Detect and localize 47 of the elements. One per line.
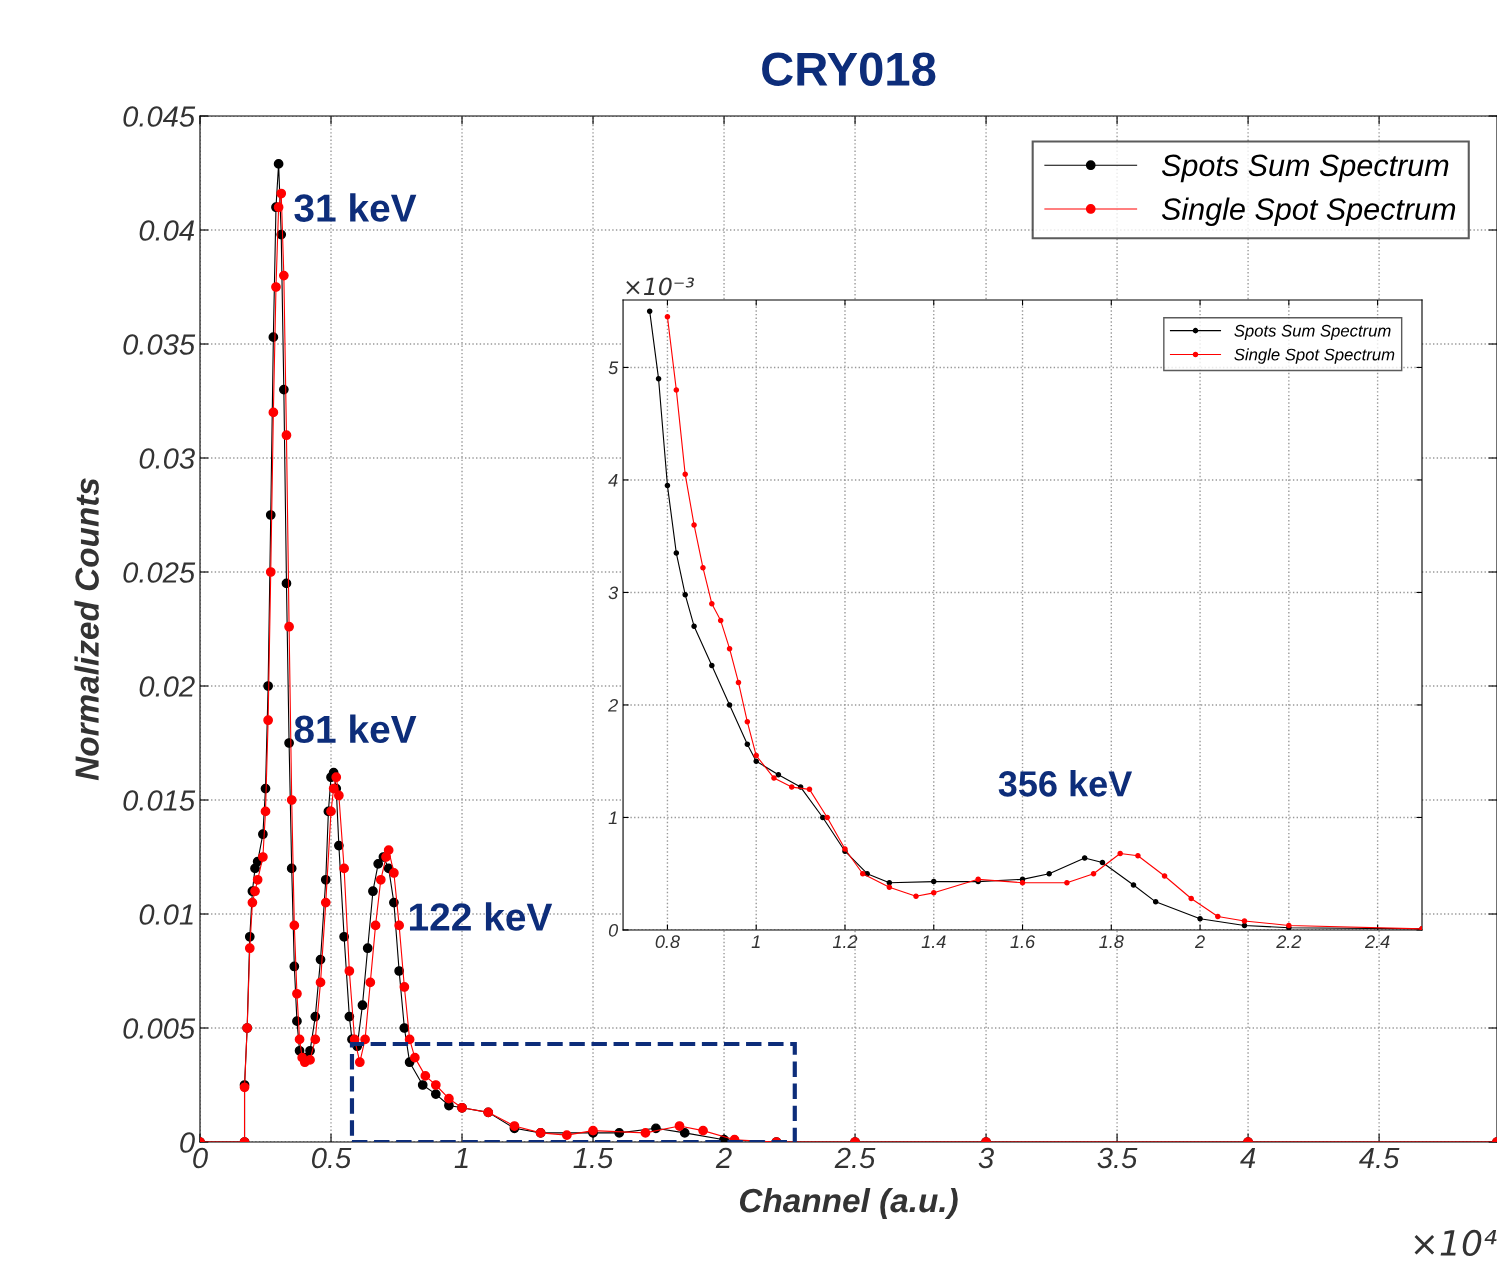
x-tick-label: 2 [1194, 935, 1205, 948]
x-tick-label: 1.8 [1099, 935, 1124, 949]
x-tick-label: 4.5 [1359, 1147, 1400, 1169]
x-tick-label: 1.4 [921, 935, 946, 948]
y-tick-label: 0 [608, 923, 619, 937]
x-tick-label: 0.5 [312, 1147, 352, 1169]
x-tick-label: 1 [454, 1147, 468, 1168]
legend-label: Spots Sum Spectrum [1161, 154, 1449, 183]
annotation: ×10⁻³ [626, 277, 695, 296]
x-tick-label: 2 [715, 1147, 732, 1168]
annotation: 356 keV [998, 770, 1133, 797]
y-tick-label: 5 [608, 361, 619, 375]
x-tick-label: 3.5 [1097, 1147, 1138, 1169]
annotation: 122 keV [409, 902, 553, 931]
legend-label: Spots Sum Spectrum [1234, 324, 1391, 340]
y-tick-label: 2 [608, 698, 618, 712]
y-tick-label: 0 [180, 1132, 195, 1153]
legend-label: Single Spot Spectrum [1234, 348, 1395, 364]
legend-label: Single Spot Spectrum [1161, 197, 1456, 227]
y-tick-label: 1 [608, 811, 617, 824]
x-tick-label: 3 [978, 1147, 994, 1169]
y-tick-label: 3 [608, 586, 619, 600]
x-tick-label: 2.5 [834, 1147, 876, 1169]
y-tick-label: 4 [608, 474, 618, 487]
y-tick-label: 0.01 [139, 904, 193, 925]
x-axis-title: Channel (a.u.) [739, 1187, 958, 1220]
annotation: 81 keV [294, 714, 417, 744]
chart-title: CRY018 [762, 52, 936, 86]
x-tick-label: 2.2 [1276, 935, 1302, 948]
y-tick-label: 0.03 [139, 448, 195, 469]
y-axis-title: Normalized Counts [74, 478, 99, 781]
y-tick-label: 0.035 [123, 334, 196, 355]
x-tick-label: 2.4 [1364, 935, 1390, 948]
x-tick-label: 4 [1240, 1147, 1256, 1168]
y-tick-label: 0.005 [123, 1018, 196, 1039]
y-tick-label: 0.015 [123, 790, 196, 811]
x-tick-label: 1.5 [573, 1147, 614, 1169]
y-tick-label: 0.045 [123, 106, 196, 127]
annotation: 31 keV [294, 193, 417, 222]
y-tick-label: 0.04 [139, 220, 195, 241]
x-tick-label: 1.2 [832, 935, 858, 948]
y-tick-label: 0.02 [139, 676, 195, 697]
y-tick-label: 0.025 [123, 562, 196, 583]
x-tick-label: 1 [751, 935, 760, 948]
x-tick-label: 0.8 [655, 935, 680, 949]
x-tick-label: 1.6 [1010, 935, 1036, 949]
text: ×10⁴ [1414, 1229, 1497, 1257]
